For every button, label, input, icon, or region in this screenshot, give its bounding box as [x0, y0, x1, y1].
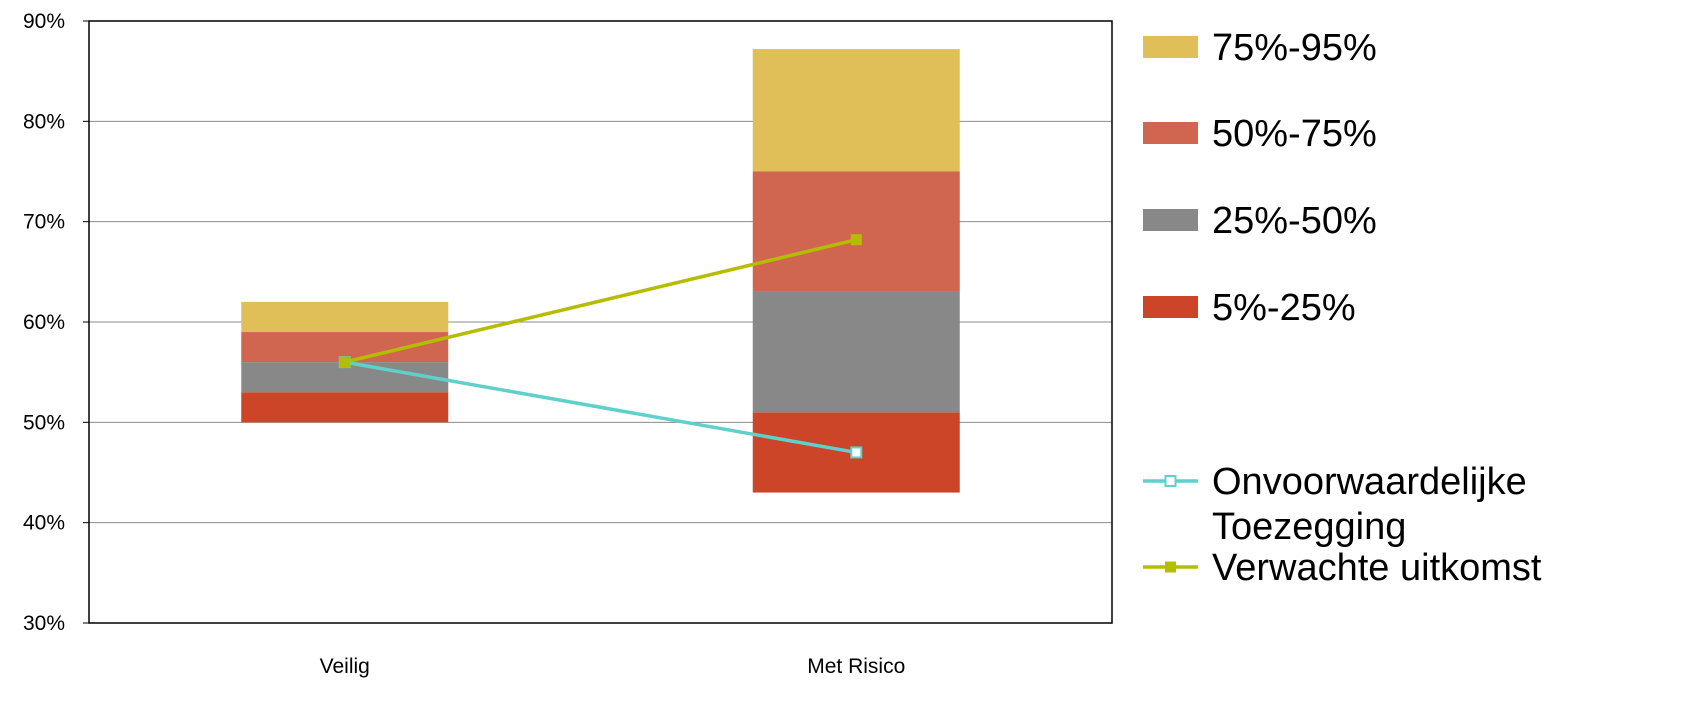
- series-lines: [338, 234, 863, 459]
- legend-label: Toezegging: [1212, 506, 1406, 548]
- legend-swatch: [1143, 209, 1198, 231]
- series-marker: [850, 234, 862, 246]
- legend-label: 25%-50%: [1212, 200, 1377, 242]
- bar-segment: [752, 291, 960, 413]
- legend-swatch: [1143, 296, 1198, 318]
- x-axis: Veilig Met Risico: [320, 655, 906, 678]
- bar-segment: [241, 301, 449, 333]
- legend-swatch: [1143, 122, 1198, 144]
- legend-label: 5%-25%: [1212, 287, 1356, 329]
- bar-segment: [241, 392, 449, 423]
- series-line: [344, 238, 857, 364]
- y-tick-label: 80%: [23, 110, 65, 133]
- legend-marker: [1165, 561, 1176, 573]
- y-tick-label: 30%: [23, 612, 65, 635]
- legend-label: Verwachte uitkomst: [1212, 547, 1542, 589]
- series-line: [344, 360, 857, 455]
- bar-segment: [752, 171, 960, 292]
- legend-label: 75%-95%: [1212, 27, 1377, 69]
- y-tick-label: 40%: [23, 512, 65, 535]
- x-tick-label: Met Risico: [807, 655, 905, 678]
- series-marker: [850, 446, 863, 459]
- bar-segment: [752, 49, 960, 172]
- y-tick-label: 70%: [23, 211, 65, 234]
- legend-swatch: [1143, 36, 1198, 58]
- legend-label: Onvoorwaardelijke: [1212, 461, 1527, 503]
- series-marker: [339, 356, 351, 368]
- y-tick-label: 90%: [23, 10, 65, 33]
- y-tick-label: 60%: [23, 311, 65, 334]
- legend-marker: [1164, 475, 1177, 487]
- legend: 75%-95% 50%-75% 25%-50% 5%-25% Onvoorwaardel…: [1143, 27, 1542, 589]
- range-bars: [241, 49, 960, 493]
- y-axis: 30% 40% 50% 60% 70% 80% 90%: [23, 10, 89, 635]
- legend-label: 50%-75%: [1212, 113, 1377, 155]
- y-tick-label: 50%: [23, 411, 65, 434]
- x-tick-label: Veilig: [320, 655, 370, 678]
